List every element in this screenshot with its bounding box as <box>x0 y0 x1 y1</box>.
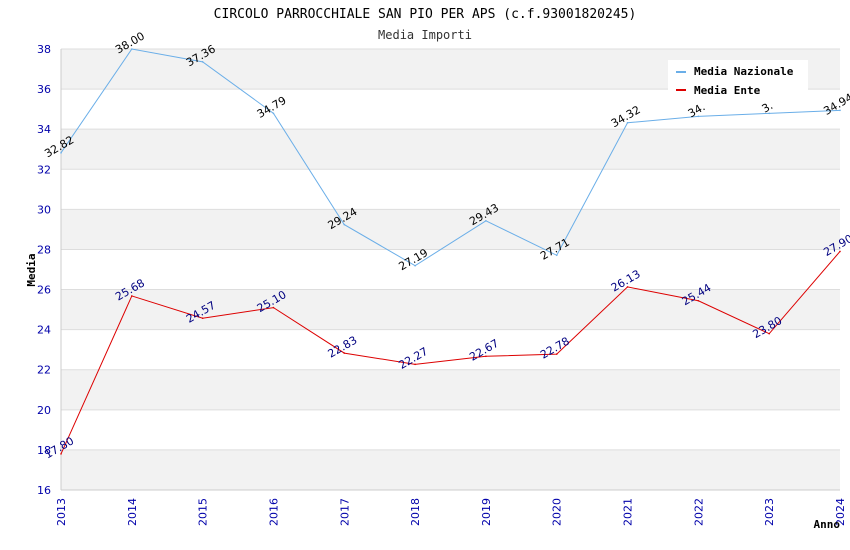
data-point <box>343 352 346 354</box>
x-tick-label: 2016 <box>267 498 280 526</box>
data-point <box>485 219 487 222</box>
x-tick-label: 2021 <box>622 498 635 526</box>
y-tick-label: 30 <box>37 203 51 216</box>
grid-band <box>61 369 840 410</box>
data-point <box>697 115 700 118</box>
data-point <box>414 363 416 366</box>
data-point <box>414 264 416 267</box>
x-tick-label: 2014 <box>126 498 139 526</box>
x-tick-label: 2019 <box>480 498 493 526</box>
data-label: 22.67 <box>467 337 501 364</box>
y-tick-label: 18 <box>37 444 51 457</box>
data-point <box>343 223 346 226</box>
x-tick-label: 2015 <box>197 498 210 526</box>
data-label: 22.78 <box>538 335 572 362</box>
data-point <box>768 112 770 115</box>
x-tick-labels: 2013 2014 2015 2016 2017 2018 2019 2020 2021 2022… <box>55 498 847 526</box>
y-tick-label: 26 <box>37 284 51 297</box>
y-tick-label: 20 <box>37 404 51 417</box>
data-point <box>201 61 204 63</box>
data-point <box>485 355 487 358</box>
grid-band <box>61 289 840 330</box>
data-point <box>201 317 204 320</box>
data-point <box>697 299 700 302</box>
data-point <box>272 112 275 115</box>
y-tick-label: 22 <box>37 364 51 377</box>
legend-label-media-ente: Media Ente <box>694 84 761 97</box>
x-tick-label: 2022 <box>692 498 705 526</box>
data-point <box>131 295 133 297</box>
chart-title: CIRCOLO PARROCCHIALE SAN PIO PER APS (c.… <box>214 7 637 22</box>
y-tick-label: 32 <box>37 163 51 176</box>
axes <box>60 49 840 491</box>
y-tick-label: 34 <box>37 123 51 136</box>
y-tick-labels: 16 18 20 22 24 26 28 30 32 34 36 38 <box>37 43 51 497</box>
chart-subtitle: Media Importi <box>378 28 472 42</box>
series-line-media-nazionale <box>60 48 841 267</box>
y-tick-label: 38 <box>37 43 51 56</box>
data-point <box>626 121 629 124</box>
legend: Media Nazionale Media Ente <box>668 60 808 100</box>
data-point <box>839 109 841 112</box>
y-tick-label: 28 <box>37 243 51 256</box>
y-tick-label: 36 <box>37 83 51 96</box>
legend-background <box>668 60 808 100</box>
x-axis-label: Anno <box>814 518 841 531</box>
data-point <box>839 250 841 253</box>
data-point <box>60 152 62 154</box>
y-tick-label: 16 <box>37 484 51 497</box>
x-tick-label: 2023 <box>763 498 776 526</box>
x-tick-label: 2013 <box>55 498 68 526</box>
data-label: 22.27 <box>396 345 430 372</box>
data-point <box>768 332 770 335</box>
legend-label-media-nazionale: Media Nazionale <box>694 65 794 78</box>
x-tick-label: 2018 <box>409 498 422 526</box>
grid-band <box>61 449 840 490</box>
data-point <box>626 286 629 288</box>
data-point <box>555 254 558 257</box>
data-label: 27.19 <box>396 246 430 273</box>
data-point <box>555 353 558 355</box>
data-label: 22.83 <box>326 334 360 361</box>
x-tick-label: 2020 <box>551 498 564 526</box>
data-label: 34.79 <box>255 94 289 121</box>
data-point <box>272 306 275 309</box>
y-tick-label: 24 <box>37 324 51 337</box>
x-tick-label: 2024 <box>834 498 847 526</box>
data-point <box>131 48 133 50</box>
x-tick-label: 2017 <box>338 498 351 526</box>
data-point <box>60 453 62 455</box>
series-lines <box>60 48 841 455</box>
y-axis-label: Media <box>25 253 38 286</box>
series-line-media-ente <box>60 251 841 455</box>
grid-band <box>61 129 840 170</box>
data-label: 34.94 <box>821 91 850 118</box>
